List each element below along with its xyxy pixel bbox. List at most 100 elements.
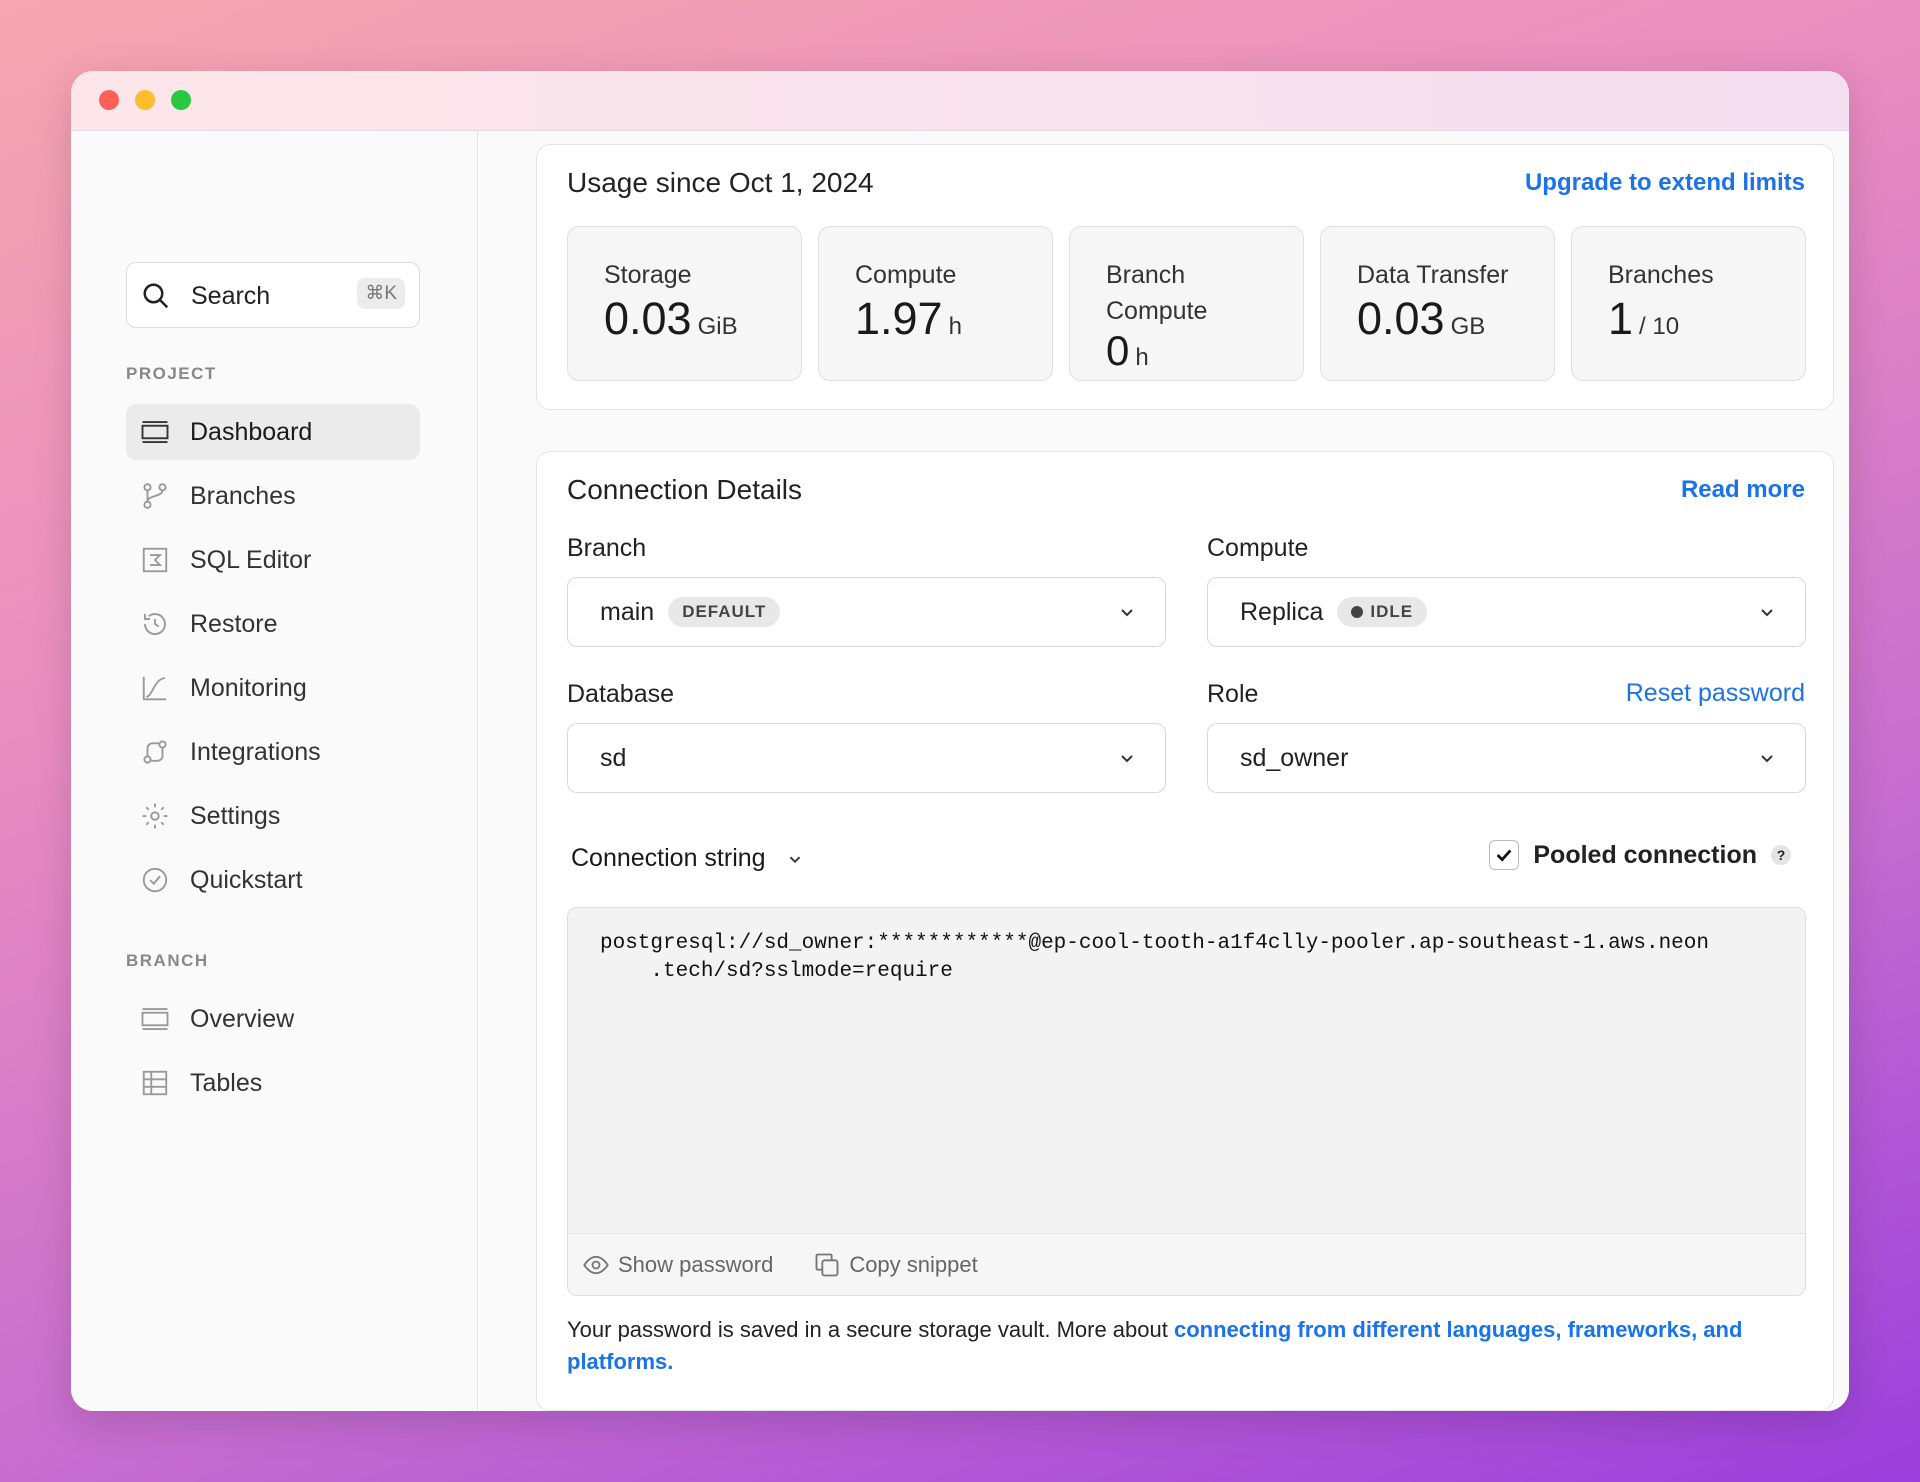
monitoring-icon <box>142 676 167 701</box>
usage-card: Usage since Oct 1, 2024 Upgrade to exten… <box>536 144 1834 410</box>
connection-card: Connection Details Read more Branch main… <box>536 451 1834 1411</box>
copy-snippet-button[interactable]: Copy snippet <box>813 1251 978 1279</box>
sidebar-item-restore[interactable]: Restore <box>126 596 420 652</box>
default-badge: DEFAULT <box>668 597 781 627</box>
stat-value: 0.03 <box>604 293 692 344</box>
pooled-label: Pooled connection <box>1533 840 1757 869</box>
maximize-window-button[interactable] <box>171 90 191 110</box>
database-select[interactable]: sd <box>567 723 1166 793</box>
restore-icon <box>144 613 166 635</box>
connection-string: postgresql://sd_owner:************@ep-co… <box>568 908 1805 986</box>
compute-value: Replica <box>1240 597 1324 626</box>
connection-string-dropdown[interactable]: Connection string <box>571 844 806 873</box>
role-select[interactable]: sd_owner <box>1207 723 1806 793</box>
snippet-footer: Show password Copy snippet <box>568 1233 1805 1295</box>
branch-value: main <box>600 597 655 626</box>
stat-unit: / 10 <box>1639 313 1680 340</box>
title-bar <box>71 71 1849 131</box>
connection-string-box[interactable]: postgresql://sd_owner:************@ep-co… <box>567 907 1806 1296</box>
minimize-window-button[interactable] <box>135 90 155 110</box>
stat-unit: GB <box>1450 313 1486 340</box>
sidebar-item-tables[interactable]: Tables <box>126 1055 420 1111</box>
password-note: Your password is saved in a secure stora… <box>567 1314 1806 1378</box>
branch-select[interactable]: main DEFAULT <box>567 577 1166 647</box>
dashboard-icon <box>141 421 169 443</box>
sidebar-item-label: Integrations <box>190 737 321 766</box>
stat-value: 1.97 <box>855 293 943 344</box>
sidebar-item-label: Monitoring <box>190 673 307 702</box>
sidebar: Search ⌘K PROJECT Dashboard Branches SQL… <box>71 131 478 1411</box>
stat-storage: Storage 0.03 GiB <box>567 226 802 381</box>
branch-icon <box>143 483 167 509</box>
sidebar-item-label: Settings <box>190 801 281 830</box>
sidebar-item-overview[interactable]: Overview <box>126 991 420 1047</box>
sidebar-item-branches[interactable]: Branches <box>126 468 420 524</box>
chevron-down-icon <box>789 856 800 863</box>
sidebar-item-monitoring[interactable]: Monitoring <box>126 660 420 716</box>
chevron-down-icon <box>1121 755 1133 763</box>
connection-string-line: .tech/sd?sslmode=require <box>600 960 953 983</box>
sidebar-item-dashboard[interactable]: Dashboard <box>126 404 420 460</box>
read-more-link[interactable]: Read more <box>1680 476 1805 503</box>
role-label: Role <box>1207 680 1259 708</box>
checkmark-icon <box>1496 849 1512 862</box>
compute-label: Compute <box>1207 534 1309 562</box>
stat-branches: Branches 1/ 10 <box>1571 226 1806 381</box>
eye-icon <box>583 1255 609 1274</box>
show-password-label: Show password <box>618 1251 774 1277</box>
usage-title: Usage since Oct 1, 2024 <box>567 167 874 198</box>
chevron-down-icon <box>1761 609 1773 617</box>
show-password-button[interactable]: Show password <box>582 1251 773 1279</box>
connection-string-label: Connection string <box>571 844 766 872</box>
main-content: Usage since Oct 1, 2024 Upgrade to exten… <box>479 131 1849 1411</box>
stat-unit: h <box>1135 344 1149 371</box>
project-section-label: PROJECT <box>126 364 217 383</box>
sidebar-item-label: SQL Editor <box>190 545 312 574</box>
stat-unit: h <box>948 313 962 340</box>
idle-badge-text: IDLE <box>1370 602 1414 621</box>
connecting-docs-link[interactable]: connecting from different languages, fra… <box>567 1317 1743 1374</box>
role-value: sd_owner <box>1240 743 1349 772</box>
status-dot-icon <box>1351 606 1364 618</box>
integrations-icon <box>143 740 167 764</box>
help-icon[interactable]: ? <box>1771 845 1791 865</box>
stat-value: 1 <box>1608 293 1634 344</box>
upgrade-link[interactable]: Upgrade to extend limits <box>1524 169 1805 196</box>
sidebar-item-label: Tables <box>190 1068 263 1097</box>
stat-label: Data Transfer <box>1357 261 1509 289</box>
sidebar-item-label: Overview <box>190 1004 295 1033</box>
branch-section-label: BRANCH <box>126 951 209 970</box>
stat-compute: Compute 1.97 h <box>818 226 1053 381</box>
sidebar-item-label: Quickstart <box>190 865 303 894</box>
sidebar-item-label: Branches <box>190 481 296 510</box>
stat-label: Storage <box>604 261 692 289</box>
database-label: Database <box>567 680 675 708</box>
stat-data-transfer: Data Transfer 0.03 GB <box>1320 226 1555 381</box>
compute-select[interactable]: Replica IDLE <box>1207 577 1806 647</box>
overview-icon <box>141 1008 169 1030</box>
app-window: Search ⌘K PROJECT Dashboard Branches SQL… <box>71 71 1849 1411</box>
search-shortcut: ⌘K <box>357 278 405 309</box>
pooled-connection-toggle[interactable]: Pooled connection ? <box>1489 840 1791 870</box>
stat-label: Branch Compute <box>1106 261 1208 325</box>
stat-unit: GiB <box>697 313 738 340</box>
pooled-checkbox[interactable] <box>1489 840 1520 870</box>
database-value: sd <box>600 743 627 772</box>
sql-editor-icon <box>142 547 168 573</box>
reset-password-link[interactable]: Reset password <box>1625 679 1805 707</box>
stat-value: 0.03 <box>1357 293 1445 344</box>
password-note-text: Your password is saved in a secure stora… <box>567 1317 1174 1342</box>
sidebar-item-integrations[interactable]: Integrations <box>126 724 420 780</box>
stat-label: Compute <box>855 261 957 289</box>
sidebar-item-settings[interactable]: Settings <box>126 788 420 844</box>
copy-icon <box>815 1253 839 1276</box>
copy-snippet-label: Copy snippet <box>849 1251 978 1277</box>
close-window-button[interactable] <box>99 90 119 110</box>
sidebar-item-quickstart[interactable]: Quickstart <box>126 852 420 908</box>
sidebar-item-sql-editor[interactable]: SQL Editor <box>126 532 420 588</box>
sidebar-item-label: Restore <box>190 609 278 638</box>
search-input[interactable]: Search ⌘K <box>126 262 420 328</box>
idle-badge: IDLE <box>1337 597 1428 627</box>
stat-label: Branches <box>1608 261 1714 289</box>
connection-string-line: postgresql://sd_owner:************@ep-co… <box>600 932 1709 955</box>
